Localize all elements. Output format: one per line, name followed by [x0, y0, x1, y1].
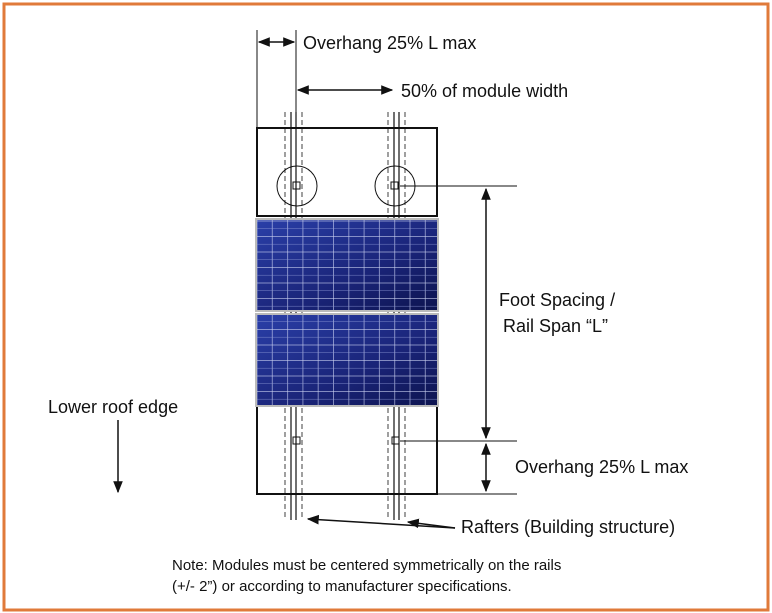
label: Overhang 25% L max — [515, 457, 688, 477]
foot — [292, 436, 301, 445]
solar-modules — [255, 218, 439, 407]
note: Note: Modules must be centered symmetric… — [172, 557, 561, 574]
foot-circle — [276, 165, 318, 207]
label: Rafters (Building structure) — [461, 517, 675, 537]
dimension-lines — [113, 30, 517, 529]
foot — [292, 181, 301, 190]
note: (+/- 2”) or according to manufacturer sp… — [172, 578, 512, 595]
label: Rail Span “L” — [503, 316, 608, 336]
label: Foot Spacing / — [499, 290, 615, 310]
rails — [284, 112, 406, 520]
label: Overhang 25% L max — [303, 33, 476, 53]
foot — [391, 436, 400, 445]
label: Lower roof edge — [48, 397, 178, 417]
bottom-box — [256, 405, 438, 495]
label: 50% of module width — [401, 81, 568, 101]
foot — [390, 181, 399, 190]
top-box — [256, 127, 438, 217]
